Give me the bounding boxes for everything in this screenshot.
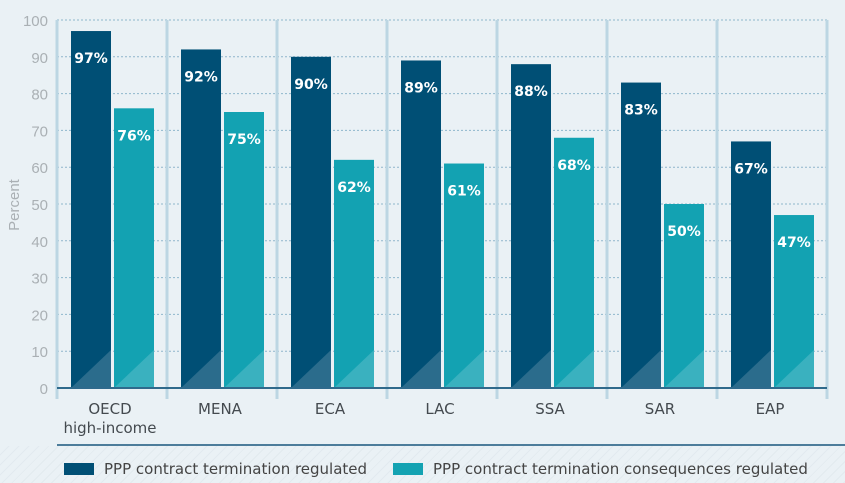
x-tick-label: high-income [63, 419, 156, 437]
y-tick-label: 20 [31, 307, 48, 324]
data-label: 76% [117, 128, 151, 144]
bar-shade [554, 350, 594, 388]
y-tick-label: 70 [31, 123, 48, 140]
bar-shade [511, 350, 551, 388]
bar-shade [621, 350, 661, 388]
bar-shade [291, 350, 331, 388]
data-label: 83% [624, 103, 658, 119]
bar-shade [731, 350, 771, 388]
bar-consequences-regulated [774, 215, 814, 388]
x-tick-label: ECA [315, 400, 346, 418]
bar-termination-regulated [731, 141, 771, 388]
legend-label-termination-regulated: PPP contract termination regulated [104, 460, 368, 478]
bar-chart: 0 10 20 30 40 50 60 70 80 90 100 Percent 97% 92% 90% 89… [6, 13, 845, 446]
bar-shade [774, 350, 814, 388]
bar-consequences-regulated [114, 108, 154, 388]
y-tick-label: 80 [31, 87, 48, 104]
bar-consequences-regulated [224, 112, 264, 388]
bar-consequences-regulated [554, 137, 594, 388]
data-label: 90% [294, 77, 328, 93]
bar-shade [71, 350, 111, 388]
data-label: 62% [337, 180, 371, 196]
bar-consequences-regulated [444, 163, 484, 388]
y-tick-label: 40 [31, 234, 48, 251]
data-label: 88% [514, 84, 548, 100]
bar-termination-regulated [71, 31, 111, 388]
x-tick-label: SAR [645, 400, 675, 418]
bar-consequences-regulated [334, 159, 374, 388]
data-label: 67% [734, 161, 768, 177]
y-tick-label: 10 [31, 344, 48, 361]
bar-shade [664, 350, 704, 388]
x-tick-label: LAC [425, 400, 454, 418]
y-tick-label: 100 [23, 13, 48, 30]
x-tick-label: EAP [756, 400, 785, 418]
bar-shade [334, 350, 374, 388]
legend: PPP contract termination regulated PPP c… [0, 446, 845, 483]
bar-shade [224, 350, 264, 388]
data-label: 47% [777, 235, 811, 251]
bar-shade [181, 350, 221, 388]
bar-shade [401, 350, 441, 388]
bar-termination-regulated [291, 56, 331, 389]
data-label: 75% [227, 132, 261, 148]
y-tick-label: 90 [31, 50, 48, 67]
y-tick-label: 0 [40, 381, 48, 398]
x-tick-label: SSA [535, 400, 565, 418]
bar-consequences-regulated [664, 204, 704, 388]
bar-termination-regulated [181, 49, 221, 388]
bar-termination-regulated [511, 64, 551, 388]
y-tick-label: 50 [31, 197, 48, 214]
data-label: 50% [667, 224, 701, 240]
data-label: 61% [447, 184, 481, 200]
legend-label-consequences-regulated: PPP contract termination consequences re… [433, 460, 808, 478]
legend-item-termination-regulated: PPP contract termination regulated [64, 460, 367, 478]
y-axis-label: Percent [6, 178, 23, 231]
legend-item-consequences-regulated: PPP contract termination consequences re… [393, 460, 808, 478]
data-label: 89% [404, 80, 438, 96]
y-tick-label: 30 [31, 271, 48, 288]
bar-shade [114, 350, 154, 388]
data-label: 97% [74, 51, 108, 67]
data-label: 68% [557, 158, 591, 174]
legend-swatch-termination-regulated [64, 463, 94, 475]
bar-shade [444, 350, 484, 388]
data-label: 92% [184, 69, 218, 85]
bar-termination-regulated [401, 60, 441, 388]
x-tick-label: OECD [88, 400, 131, 418]
y-tick-label: 60 [31, 160, 48, 177]
x-tick-label: MENA [198, 400, 243, 418]
bar-termination-regulated [621, 82, 661, 388]
legend-swatch-consequences-regulated [393, 463, 423, 475]
